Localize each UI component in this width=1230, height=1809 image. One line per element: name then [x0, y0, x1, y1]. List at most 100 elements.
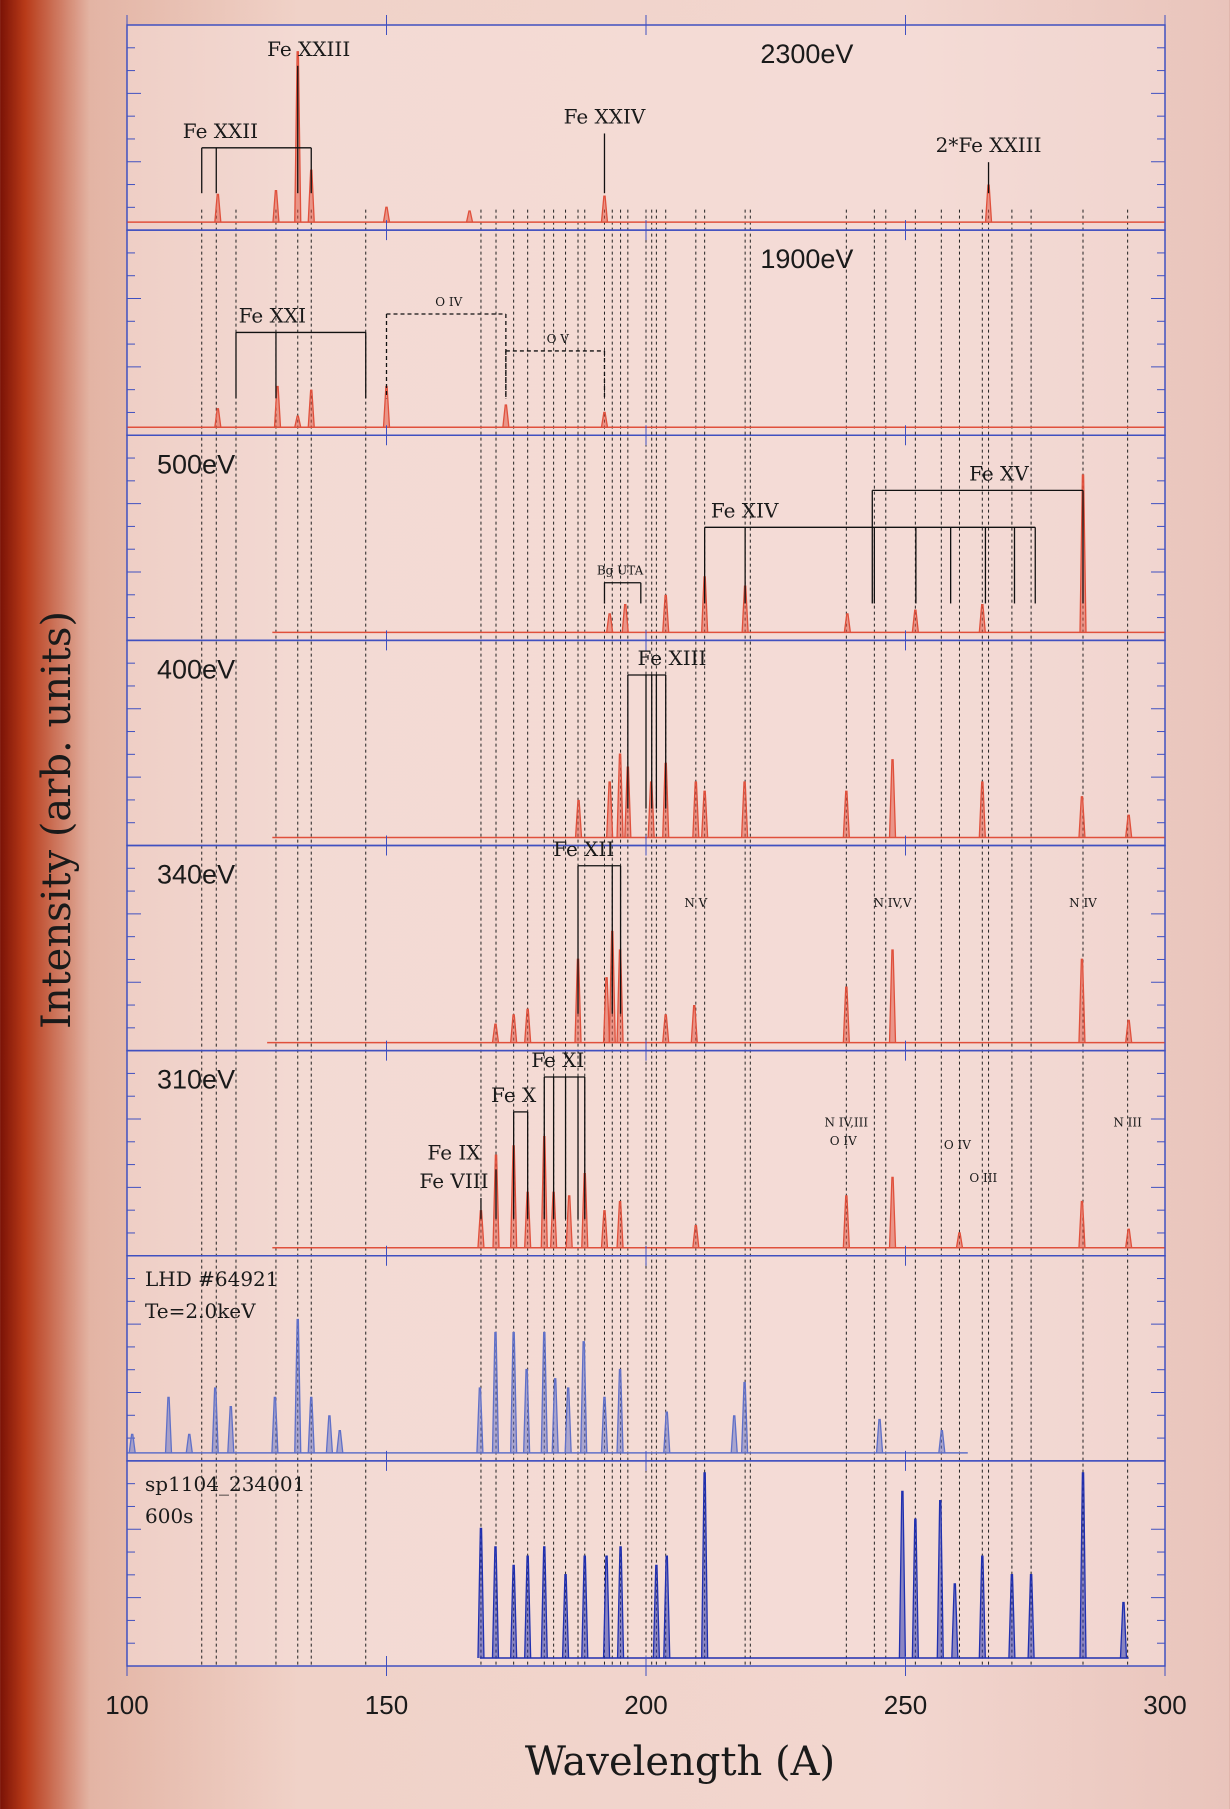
spectral-peak [540, 1331, 548, 1453]
spectral-peak [522, 1368, 531, 1453]
x-tick-label: 200 [624, 1690, 667, 1720]
spectral-peak [564, 1387, 572, 1453]
spectral-peak [740, 1381, 749, 1453]
spectral-peak [491, 1023, 500, 1043]
annotation: N IV [1069, 896, 1097, 910]
spectral-peak [730, 1415, 738, 1453]
annotation: Fe XXIV [564, 104, 646, 128]
spectral-peak [1078, 1200, 1086, 1248]
spectral-peak [1125, 1019, 1133, 1043]
spectral-peak [888, 949, 897, 1043]
spectral-peak [888, 1176, 897, 1248]
spectral-peak [663, 1555, 671, 1659]
spectral-peak [888, 759, 897, 838]
spectral-peak [1125, 814, 1133, 838]
spectral-peak [294, 1318, 302, 1453]
spectral-peak [662, 594, 670, 633]
spectral-peak [581, 1555, 589, 1659]
spectral-peak [1027, 1574, 1035, 1659]
spectral-peak [1079, 1472, 1087, 1659]
spectral-peak [510, 1331, 518, 1453]
annotation: Fe XIV [711, 498, 779, 522]
annotation: Fe XXIII [267, 37, 350, 61]
spectral-peak [491, 1546, 500, 1659]
spectral-peak [700, 790, 709, 838]
spectral-peak [602, 1555, 611, 1659]
y-axis-label: Intensity (arb. units) [34, 611, 80, 1029]
annotation: O IV [944, 1138, 971, 1152]
x-tick-label: 150 [365, 1690, 408, 1720]
spectral-peak [700, 1472, 709, 1659]
spectral-peak [294, 415, 302, 428]
annotation: O IV [435, 295, 462, 309]
spectral-peak [271, 1396, 279, 1453]
panel-label: 340eV [157, 860, 235, 890]
x-tick-label: 100 [105, 1690, 148, 1720]
spectral-peak [938, 1430, 946, 1453]
spectral-peak [616, 1546, 625, 1659]
panel-label: 2300eV [760, 39, 853, 69]
annotation: O III [969, 1171, 997, 1185]
spectral-peak [662, 1014, 670, 1043]
spectral-peak [740, 781, 749, 838]
panel-label: 310eV [157, 1065, 235, 1095]
spectral-peak [842, 1195, 850, 1248]
spectral-peak [843, 613, 852, 633]
spectral-peak [616, 753, 624, 838]
spectral-peak [652, 1564, 661, 1659]
panel-label: LHD #64921 [145, 1267, 279, 1291]
spectral-peak [510, 1014, 518, 1043]
annotation: Bg UTA [597, 564, 644, 578]
spectral-peak [325, 1415, 334, 1453]
spectral-peak [1125, 1228, 1133, 1248]
annotation: N IV,V [873, 896, 911, 910]
spectral-peak [616, 1368, 624, 1453]
x-tick-label: 300 [1143, 1690, 1186, 1720]
annotation: Fe XI [531, 1048, 584, 1072]
spectral-peak [621, 603, 629, 633]
spectral-peak [898, 1490, 907, 1659]
spectral-peak [692, 781, 700, 838]
spectral-peak [185, 1433, 193, 1453]
annotation: Fe X [491, 1083, 537, 1107]
spectral-peak [606, 781, 614, 838]
annotation: O IV [830, 1134, 857, 1148]
spectral-peak [1078, 958, 1086, 1043]
spectral-peak [600, 195, 609, 223]
annotation: Fe XV [969, 461, 1029, 485]
panel-label: 500eV [157, 449, 235, 479]
panel-label: Te=2.0keV [145, 1299, 256, 1323]
spectral-peak [574, 799, 583, 838]
spectral-peak [307, 389, 315, 428]
panel-label: 1900eV [760, 244, 853, 274]
annotation: N III [1113, 1116, 1142, 1130]
spectral-peak [580, 1341, 588, 1453]
spectral-peak [978, 781, 986, 838]
spectral-peak [1119, 1601, 1128, 1659]
spectral-peak [911, 609, 920, 633]
spectral-peak [978, 603, 986, 633]
annotation: Fe VIII [419, 1169, 488, 1193]
annotation: 2*Fe XXIII [936, 133, 1042, 157]
spectral-peak [692, 1224, 700, 1248]
annotation: Fe XXII [183, 119, 258, 143]
annotation: N IV,III [824, 1116, 868, 1130]
annotation: O V [547, 332, 570, 346]
x-axis-label: Wavelength (A) [525, 1739, 835, 1785]
spectral-peak [1008, 1574, 1016, 1659]
spectral-peak [606, 613, 614, 633]
spectral-peak [128, 1433, 136, 1453]
annotation: Fe XXI [239, 303, 306, 327]
annotation: Fe XIII [637, 646, 706, 670]
spectral-peak [273, 385, 282, 428]
spectral-peak [214, 408, 222, 428]
spectral-peak [600, 411, 609, 428]
spectral-peak [951, 1583, 959, 1659]
spectral-peak [561, 1574, 570, 1659]
spectral-peak [602, 977, 611, 1043]
spectral-peak [936, 1499, 944, 1659]
spectral-peak [842, 790, 850, 838]
spectral-peak [842, 986, 850, 1043]
